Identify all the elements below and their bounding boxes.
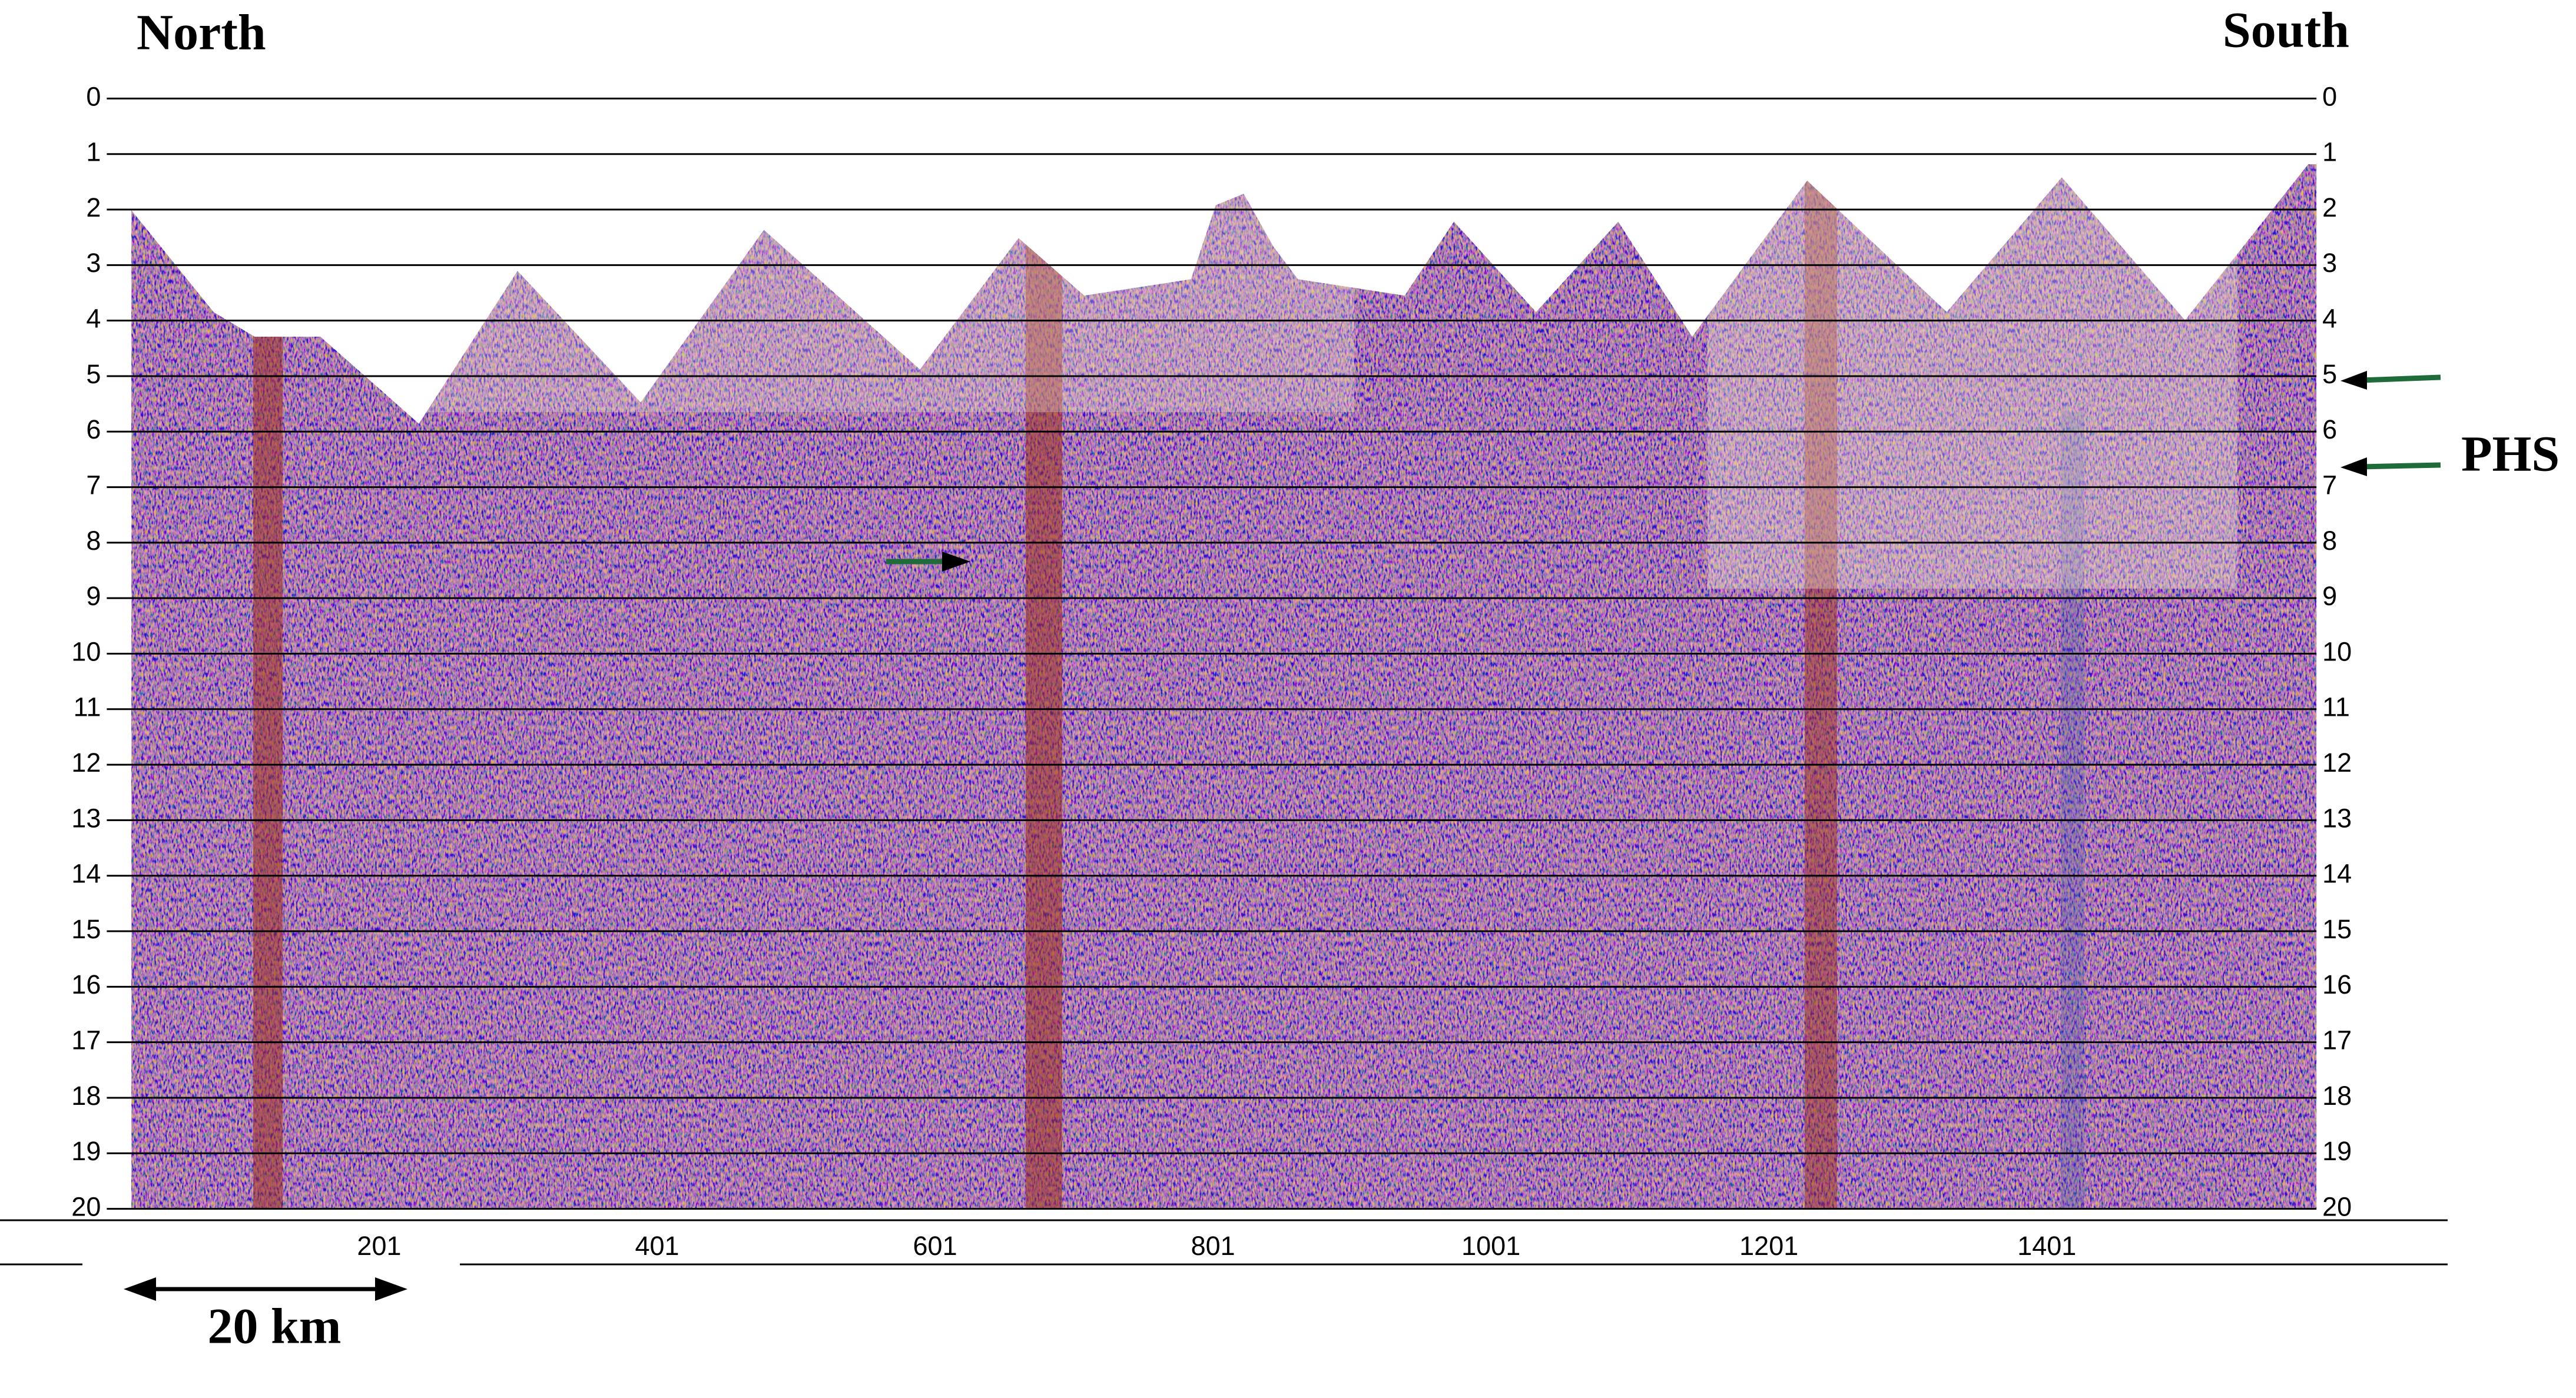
- y-tick-label: 2: [86, 192, 101, 223]
- x-tick-label: 401: [635, 1231, 679, 1261]
- y2-tick-label: 7: [2322, 470, 2337, 500]
- y2-tick-label: 11: [2322, 692, 2350, 722]
- y2-tick-label: 1: [2322, 137, 2337, 167]
- y2-tick-label: 16: [2322, 969, 2352, 999]
- y-tick-label: 14: [71, 859, 101, 889]
- y-tick-label: 9: [86, 581, 101, 611]
- y-tick-label: 4: [86, 304, 101, 334]
- scale-bar: [124, 1277, 407, 1301]
- y-tick-label: 5: [86, 359, 101, 389]
- north-label: North: [137, 4, 266, 61]
- y-tick-label: 8: [86, 526, 101, 556]
- y2-tick-label: 6: [2322, 414, 2337, 444]
- y-tick-label: 12: [71, 748, 101, 778]
- y-tick-label: 6: [86, 414, 101, 444]
- y2-tick-label: 5: [2322, 359, 2337, 389]
- y-tick-label: 0: [86, 81, 101, 111]
- y-tick-label: 19: [71, 1136, 101, 1166]
- annotation: PHS: [2461, 426, 2560, 482]
- y-tick-label: 10: [71, 636, 101, 666]
- y-tick-label: 7: [86, 470, 101, 500]
- y2-tick-label: 9: [2322, 581, 2337, 611]
- y2-tick-label: 18: [2322, 1081, 2352, 1111]
- arrows: [886, 371, 2441, 572]
- y2-tick-label: 8: [2322, 526, 2337, 556]
- y-tick-label: 13: [71, 803, 101, 833]
- x-tick-label: 1401: [2017, 1231, 2076, 1261]
- x-tick-label: 1001: [1461, 1231, 1520, 1261]
- y-tick-label: 17: [71, 1025, 101, 1055]
- y-tick-label: 18: [71, 1081, 101, 1111]
- y2-tick-label: 15: [2322, 914, 2352, 944]
- y-tick-label: 16: [71, 969, 101, 999]
- x-tick-label: 801: [1191, 1231, 1235, 1261]
- x-tick-label: 201: [357, 1231, 401, 1261]
- y2-tick-label: 17: [2322, 1025, 2352, 1055]
- y2-tick-label: 13: [2322, 803, 2352, 833]
- x-tick-label: 1201: [1739, 1231, 1798, 1261]
- y2-tick-label: 14: [2322, 859, 2352, 889]
- y2-tick-label: 2: [2322, 192, 2337, 223]
- y2-tick-label: 3: [2322, 248, 2337, 278]
- y2-tick-label: 12: [2322, 748, 2352, 778]
- y-tick-label: 15: [71, 914, 101, 944]
- scale-bar-label: 20 km: [208, 1298, 342, 1354]
- south-label: South: [2223, 2, 2349, 58]
- y2-tick-label: 10: [2322, 636, 2352, 666]
- y2-tick-label: 4: [2322, 304, 2337, 334]
- y2-tick-label: 20: [2322, 1191, 2352, 1221]
- y-tick-label: 11: [74, 692, 101, 722]
- y-tick-label: 3: [86, 248, 101, 278]
- x-tick-label: 601: [913, 1231, 957, 1261]
- y-tick-label: 20: [71, 1191, 101, 1221]
- y2-tick-label: 19: [2322, 1136, 2352, 1166]
- y2-tick-label: 0: [2322, 81, 2337, 111]
- y-tick-label: 1: [86, 137, 101, 167]
